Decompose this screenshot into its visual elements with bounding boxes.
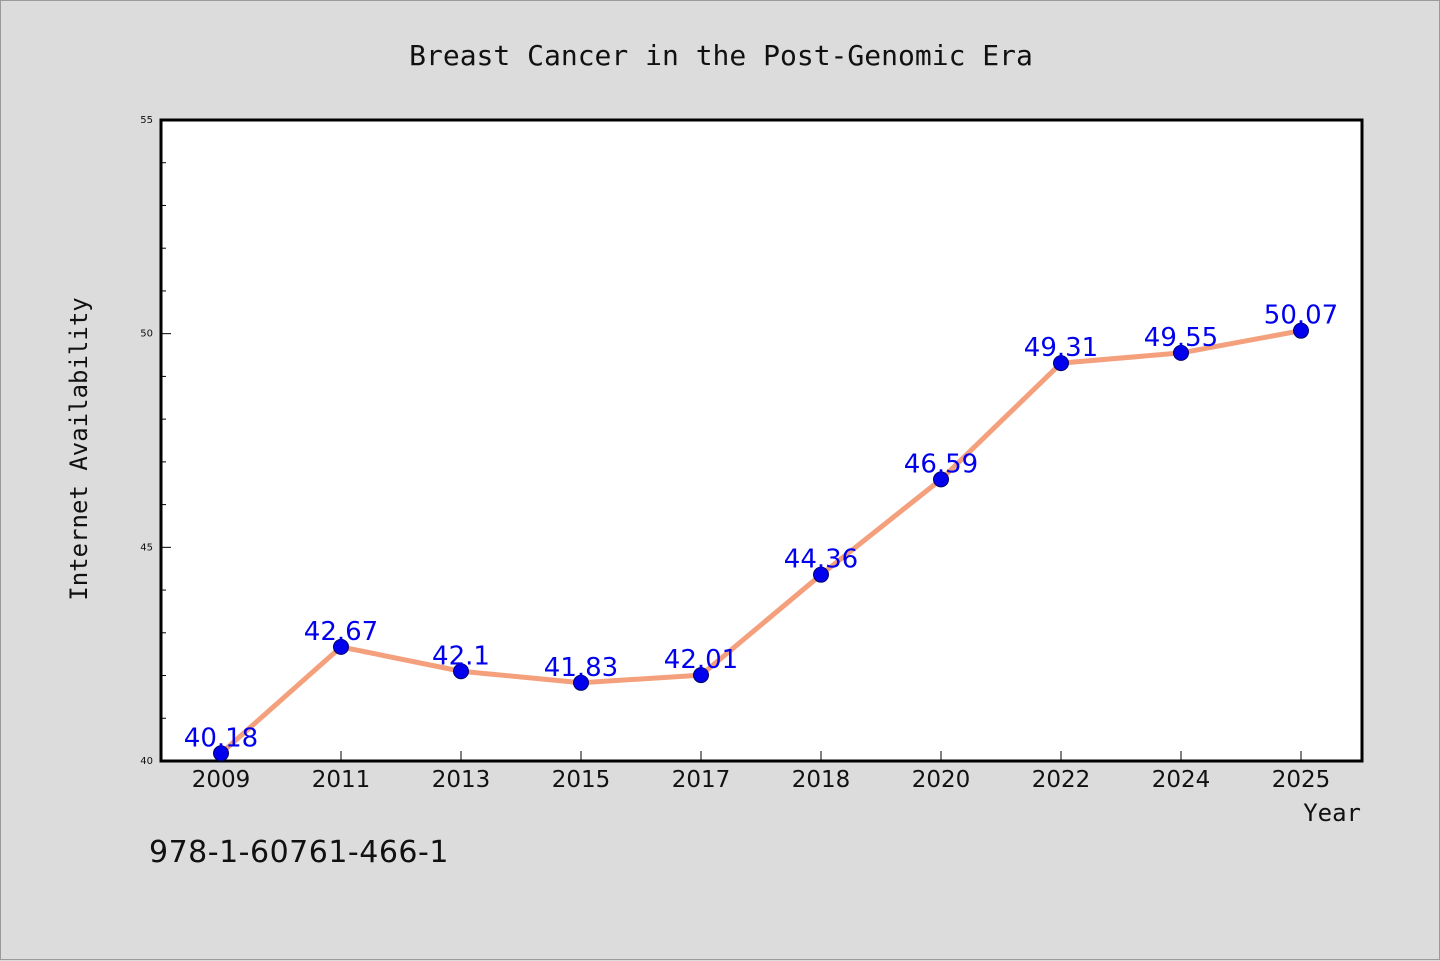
data-label: 42.01 [664,645,738,675]
data-point [333,638,349,655]
data-label: 44.36 [784,545,858,575]
data-label: 42.67 [304,617,378,647]
x-tick-label: 2017 [672,767,731,793]
y-tick-label: 55 [140,115,153,126]
x-tick-label: 2025 [1272,767,1331,793]
isbn-text: 978-1-60761-466-1 [149,835,449,870]
data-label: 42.1 [432,641,490,671]
x-tick-label: 2013 [432,767,491,793]
data-label: 50.07 [1264,301,1338,331]
plot-area [159,118,1364,763]
data-markers [213,322,1309,762]
y-tick-label: 40 [140,756,153,767]
x-tick-label: 2020 [912,767,971,793]
x-tick-label: 2024 [1152,767,1211,793]
x-tick-label: 2009 [192,767,251,793]
y-axis-title: Internet Availability [65,297,93,600]
data-point [1173,344,1189,361]
data-point [813,566,829,583]
data-point [693,667,709,684]
data-point [453,663,469,680]
x-tick-label: 2011 [312,767,371,793]
data-label: 46.59 [904,449,978,479]
data-label: 49.31 [1024,333,1098,363]
data-point [933,471,949,488]
data-label: 41.83 [544,653,618,683]
x-tick-label: 2018 [792,767,851,793]
data-label: 49.55 [1144,323,1218,353]
series-line [219,328,1302,756]
x-tick-label: 2022 [1032,767,1091,793]
data-label: 40.18 [184,723,258,753]
data-point [573,674,589,691]
data-point [213,745,229,762]
x-axis-title: Year [1303,799,1361,827]
data-point [1053,355,1069,372]
y-tick-label: 45 [140,542,153,553]
x-axis-ticks: 2009 2011 2013 2015 2017 2018 2020 2022 2024 2025 [192,751,1331,793]
y-axis-ticks: 40 45 50 55 [140,115,171,767]
x-tick-label: 2015 [552,767,611,793]
data-point [1293,322,1309,339]
data-labels: 40.18 42.67 42.1 41.83 42.01 44.36 46.59 49.31 4… [184,301,1338,754]
chart-title: Breast Cancer in the Post-Genomic Era [409,39,1033,72]
y-tick-label: 50 [140,329,153,340]
